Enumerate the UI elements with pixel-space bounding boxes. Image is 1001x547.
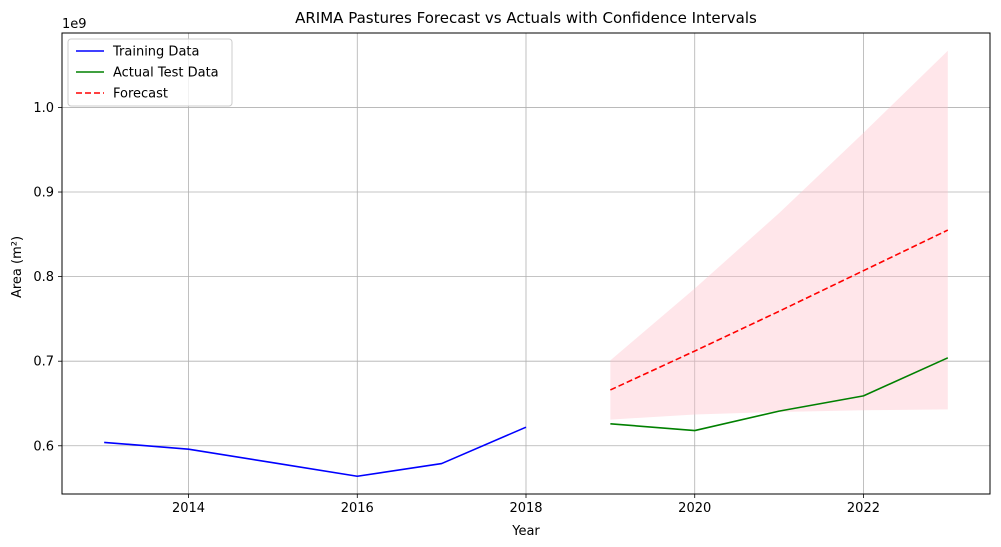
legend-box bbox=[67, 38, 233, 107]
series-line-training-data bbox=[104, 426, 527, 478]
legend: Training Data Actual Test Data Forecast bbox=[67, 38, 233, 107]
chart-title: ARIMA Pastures Forecast vs Actuals with … bbox=[295, 9, 757, 27]
y-tick-label-0.6: 0.6 bbox=[33, 439, 54, 454]
y-tick-label-0.9: 0.9 bbox=[33, 186, 54, 201]
y-offset-label: 1e9 bbox=[62, 17, 87, 32]
legend-label-training-data: Training Data bbox=[112, 45, 199, 60]
x-axis-label: Year bbox=[511, 524, 540, 539]
x-tick-label-2014: 2014 bbox=[172, 501, 205, 516]
confidence-band bbox=[610, 50, 948, 420]
x-tick-label-2022: 2022 bbox=[847, 501, 880, 516]
y-axis-label: Area (m²) bbox=[10, 236, 25, 298]
x-axis-ticks: 2014 2016 2018 2020 2022 bbox=[172, 494, 880, 516]
x-tick-label-2016: 2016 bbox=[341, 501, 374, 516]
legend-label-actual-test-data: Actual Test Data bbox=[113, 66, 219, 81]
legend-label-forecast: Forecast bbox=[113, 87, 168, 102]
y-tick-label-1.0: 1.0 bbox=[33, 101, 54, 116]
y-axis-ticks: 0.6 0.7 0.8 0.9 1.0 bbox=[33, 101, 62, 454]
series-line-actual-test-data bbox=[610, 357, 949, 432]
y-tick-label-0.8: 0.8 bbox=[33, 270, 54, 285]
series-lines bbox=[104, 229, 949, 478]
grid bbox=[62, 33, 990, 494]
confidence-band-area bbox=[610, 50, 948, 420]
y-tick-label-0.7: 0.7 bbox=[33, 355, 54, 370]
x-tick-label-2018: 2018 bbox=[509, 501, 542, 516]
x-tick-label-2020: 2020 bbox=[678, 501, 711, 516]
series-line-forecast bbox=[610, 229, 949, 391]
